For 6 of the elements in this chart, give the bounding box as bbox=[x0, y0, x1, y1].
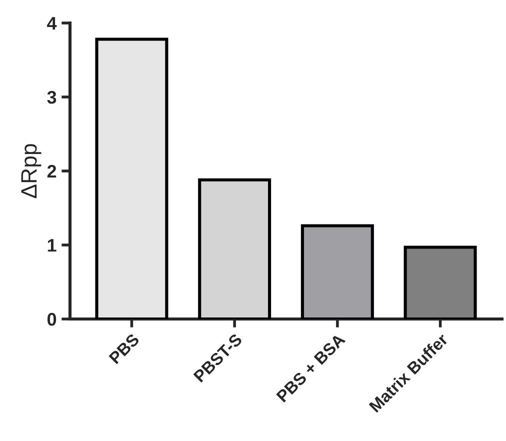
y-axis-title: ΔRpp bbox=[21, 144, 42, 198]
y-tick-label: 0 bbox=[47, 312, 56, 326]
y-tick-label: 1 bbox=[48, 239, 56, 252]
y-tick-label: 2 bbox=[47, 164, 56, 178]
y-tick-label: 4 bbox=[47, 17, 57, 30]
y-tick-label: 3 bbox=[47, 90, 56, 104]
